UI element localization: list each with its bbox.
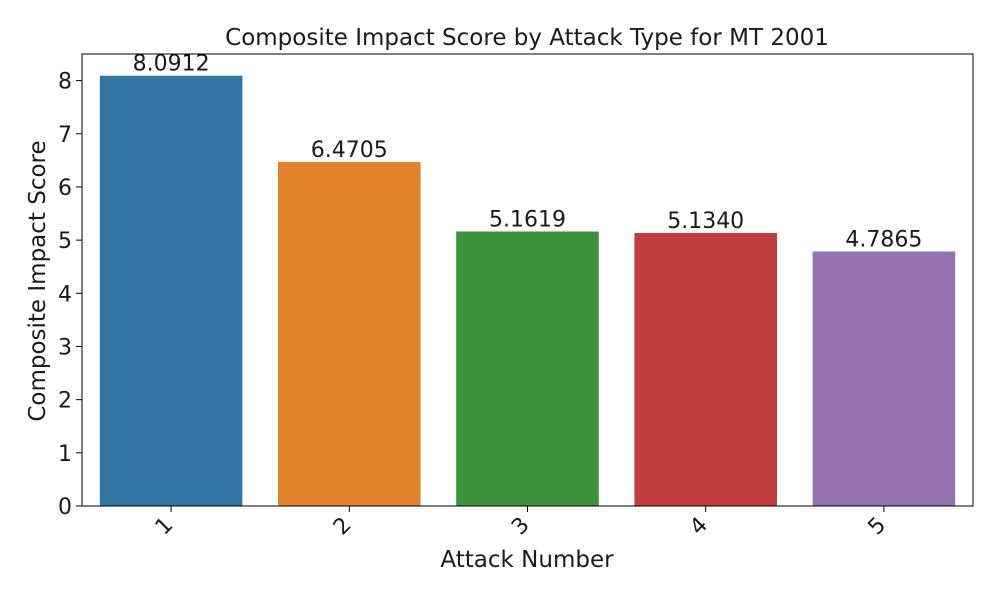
- y-tick-label-3: 3: [58, 335, 72, 360]
- value-label-4: 5.1340: [667, 209, 744, 234]
- x-tick-label-2: 2: [329, 513, 357, 541]
- y-axis-label: Composite Impact Score: [25, 140, 51, 421]
- bars-group: [99, 75, 956, 507]
- y-tick-label-5: 5: [58, 229, 72, 254]
- chart-title: Composite Impact Score by Attack Type fo…: [225, 25, 829, 51]
- y-tick-label-2: 2: [58, 389, 72, 414]
- value-label-3: 5.1619: [489, 208, 566, 233]
- x-axis: 1 2 3 4 5: [151, 506, 891, 540]
- y-tick-label-6: 6: [58, 176, 72, 201]
- y-axis: 0 1 2 3 4 5 6 7 8: [58, 70, 82, 520]
- y-tick-label-0: 0: [58, 495, 72, 520]
- x-tick-label-3: 3: [507, 513, 535, 541]
- value-labels-group: 8.0912 6.4705 5.1619 5.1340 4.7865: [133, 52, 923, 253]
- bar-attack-3: [456, 231, 599, 507]
- value-label-2: 6.4705: [311, 138, 388, 163]
- x-tick-label-4: 4: [685, 513, 713, 541]
- x-tick-label-1: 1: [151, 513, 179, 541]
- y-tick-label-7: 7: [58, 123, 72, 148]
- y-tick-label-4: 4: [58, 282, 72, 307]
- x-tick-label-5: 5: [864, 513, 892, 541]
- y-tick-label-8: 8: [58, 70, 72, 95]
- bar-attack-1: [99, 75, 243, 507]
- value-label-5: 4.7865: [845, 227, 922, 252]
- plot-frame: [81, 53, 974, 507]
- bar-attack-4: [634, 232, 777, 506]
- y-tick-label-1: 1: [58, 442, 72, 467]
- value-label-1: 8.0912: [133, 52, 210, 77]
- bar-attack-2: [278, 161, 421, 507]
- bar-attack-5: [812, 251, 956, 506]
- x-axis-label: Attack Number: [440, 547, 614, 573]
